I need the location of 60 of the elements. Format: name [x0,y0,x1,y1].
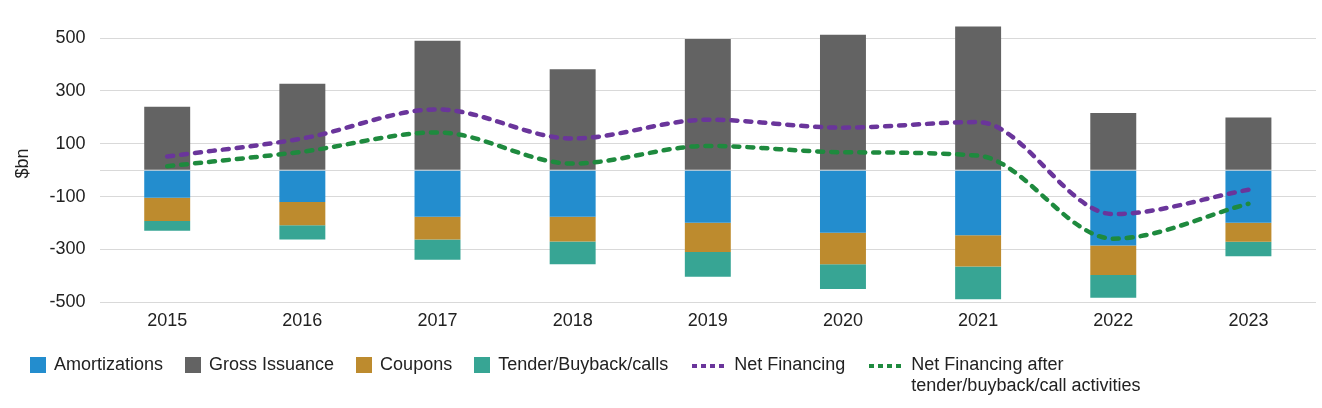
y-tick-label: 100 [55,132,86,153]
bar [1225,170,1272,223]
y-tick-label: -300 [49,238,86,259]
bar [1090,245,1137,275]
x-tick-label: 2015 [147,310,188,331]
bar [684,222,731,252]
legend-label: Gross Issuance [209,354,335,375]
legend-label: Amortizations [54,354,164,375]
bar [549,170,596,217]
legend-label: Net Financing after tender/buyback/call activities [911,354,1142,396]
x-tick-label: 2017 [417,310,458,331]
legend-label: Coupons [380,354,453,375]
bar [684,170,731,223]
bar [549,69,596,170]
bar [955,235,1002,267]
bar [549,241,596,265]
x-tick-label: 2022 [1093,310,1134,331]
legend-label: Net Financing [734,354,846,375]
y-tick-label: -500 [49,291,86,312]
bar [1090,170,1137,246]
bar [955,170,1002,236]
bar [279,225,326,240]
bar [279,201,326,226]
bar [279,170,326,202]
bar [144,220,191,231]
y-tick-label: 300 [55,79,86,100]
bar [414,216,461,240]
x-tick-label: 2018 [552,310,593,331]
y-axis-title: $bn [11,148,32,179]
bar [955,266,1002,300]
bar [279,83,326,170]
line-series [164,107,1251,217]
y-tick-label: -100 [49,185,86,206]
bar [144,170,191,198]
bar [144,106,191,170]
bar [819,232,866,265]
bar [819,170,866,233]
x-tick-label: 2020 [822,310,863,331]
bar [684,39,731,170]
bar [549,216,596,242]
bar [1225,117,1272,170]
bar [414,40,461,170]
x-tick-label: 2021 [958,310,999,331]
bar [819,34,866,170]
bar [955,26,1002,170]
bar [144,197,191,221]
bar [1225,222,1272,242]
bar [414,170,461,217]
x-tick-label: 2016 [282,310,323,331]
bar [819,264,866,289]
legend-label: Tender/Buyback/calls [498,354,669,375]
bar [1225,241,1272,257]
bar [414,239,461,260]
bar [1090,113,1137,170]
x-tick-label: 2023 [1228,310,1269,331]
bar [684,251,731,277]
bar [1090,274,1137,298]
x-tick-label: 2019 [687,310,728,331]
y-tick-label: 500 [55,26,86,47]
line-series [164,130,1251,241]
